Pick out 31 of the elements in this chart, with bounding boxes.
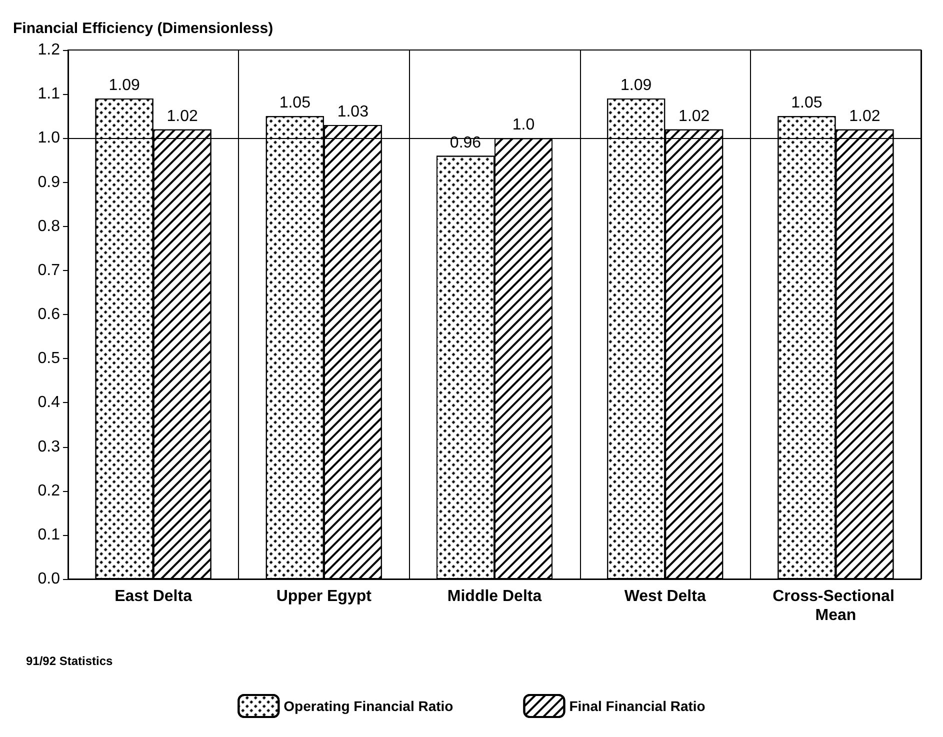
y-axis-title: Financial Efficiency (Dimensionless): [13, 20, 274, 37]
data-label: 1.05: [791, 94, 822, 112]
y-tick-label: 0.2: [38, 482, 60, 500]
x-tick-label: Cross-Sectional Mean: [772, 588, 899, 624]
y-tick-label: 1.2: [38, 42, 60, 58]
text: 91/92 Statistics: [26, 654, 114, 668]
y-tick-label: 0.0: [38, 570, 60, 588]
data-label: 1.09: [620, 76, 652, 94]
y-tick-label: 0.7: [38, 262, 60, 279]
y-tick-label: 0.1: [38, 526, 60, 544]
legend-label: Operating Financial Ratio: [284, 698, 454, 714]
y-tick-label: 0.3: [38, 438, 60, 456]
y-tick-label: 0.5: [38, 350, 60, 368]
data-label: 1.0: [512, 116, 535, 134]
y-tick-label: 0.9: [38, 174, 60, 191]
y-tick-label: 0.6: [38, 306, 60, 323]
y-tick-label: 1.0: [38, 130, 60, 147]
x-tick-label: Middle Delta: [447, 588, 542, 605]
data-label: 1.05: [279, 94, 311, 112]
x-tick-label: Upper Egypt: [276, 588, 372, 605]
data-label: 1.02: [849, 108, 880, 125]
data-label: 1.02: [166, 108, 198, 125]
data-label: 1.02: [678, 108, 710, 125]
y-tick-label: 1.1: [38, 86, 60, 103]
data-label: 1.09: [108, 76, 140, 94]
x-tick-label: West Delta: [624, 588, 706, 605]
x-tick-label: East Delta: [114, 588, 192, 605]
y-tick-label: 0.4: [38, 394, 60, 412]
data-label: 1.03: [337, 103, 369, 120]
y-tick-label: 0.8: [38, 218, 60, 235]
legend-label: Final Financial Ratio: [569, 698, 706, 714]
